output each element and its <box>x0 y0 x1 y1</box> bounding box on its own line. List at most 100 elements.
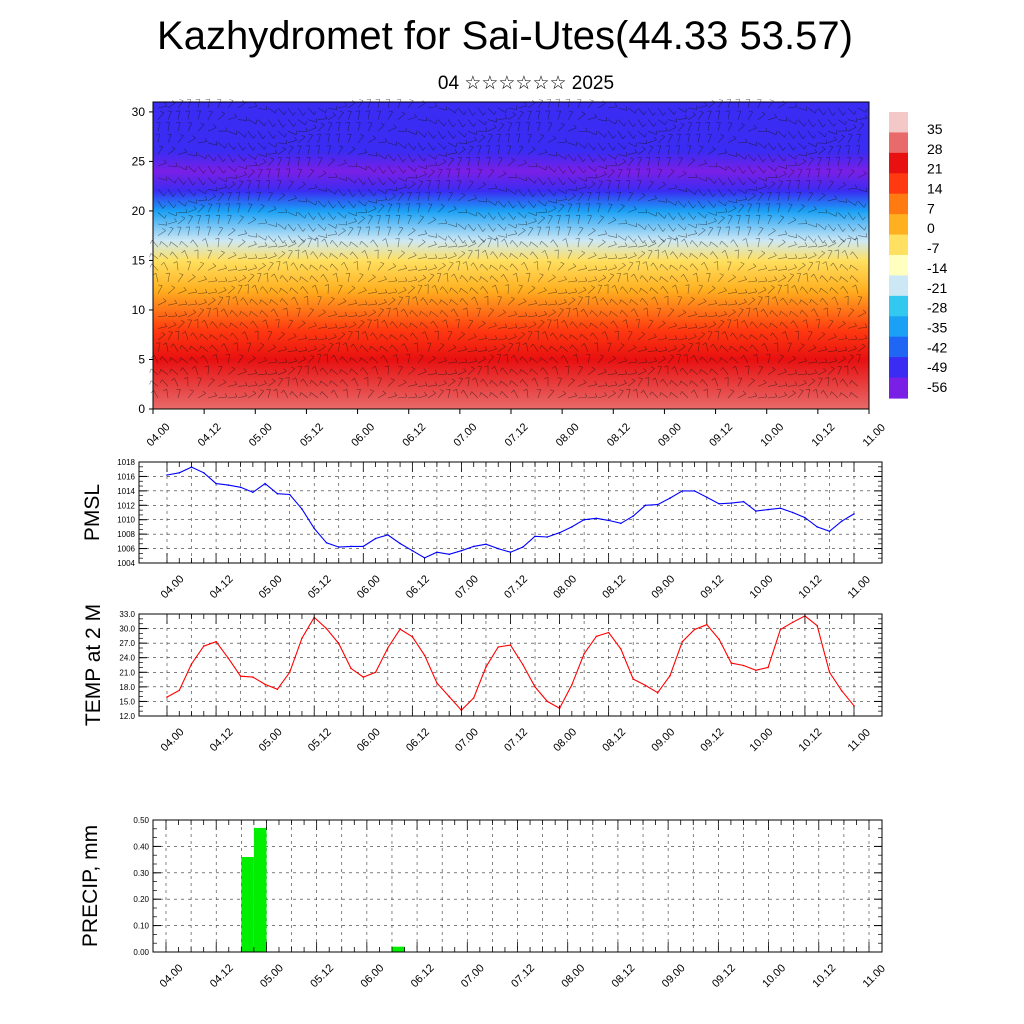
pmsl-x-tick-label: 04.12 <box>208 573 236 601</box>
x-tick-label: 10.00 <box>758 421 786 449</box>
x-tick-label: 08.12 <box>605 421 633 449</box>
pmsl-point <box>546 536 549 538</box>
page-title: Kazhydromet for Sai-Utes(44.33 53.57) <box>157 14 853 58</box>
pmsl-x-tick-label: 08.00 <box>551 573 579 601</box>
colorbar-swatch <box>889 214 908 236</box>
temp-y-tick-label: 15.0 <box>119 697 135 706</box>
pmsl-y-tick-label: 1012 <box>117 501 135 510</box>
pmsl-point <box>436 551 438 553</box>
x-tick-label: 11.00 <box>861 422 888 449</box>
pmsl-point <box>362 545 365 548</box>
pmsl-y-tick-label: 1014 <box>117 487 135 496</box>
pmsl-x-tick-label: 04.00 <box>159 573 187 601</box>
precip-y-tick-label: 0.00 <box>133 948 149 957</box>
colorbar-label: 14 <box>927 180 943 196</box>
precip-bar <box>392 946 405 952</box>
pmsl-point <box>534 535 536 538</box>
pmsl-point <box>460 549 463 552</box>
page-subtitle: 04 ☆☆☆☆☆☆ 2025 <box>437 73 615 94</box>
pmsl-point <box>215 482 217 485</box>
colorbar-swatch <box>889 193 908 215</box>
colorbar-swatch <box>889 255 908 277</box>
temp-point <box>485 666 487 668</box>
temp-point <box>534 686 536 688</box>
colorbar-swatch <box>889 377 908 399</box>
temp-x-tick-label: 11.00 <box>846 727 873 754</box>
colorbar-swatch <box>889 152 908 174</box>
precip-x-tick-label: 07.00 <box>459 962 487 990</box>
temp-point <box>706 623 708 626</box>
precip-y-axis-label: PRECIP, mm <box>79 825 102 947</box>
temp-point <box>178 689 181 692</box>
precip-x-tick-label: 08.12 <box>610 962 638 990</box>
colorbar-label: 35 <box>927 121 943 137</box>
cross-section-panel: 0 5 10 15 20 25 30 04.00 04.12 05.00 05.12 06.00 06.… <box>132 98 888 449</box>
temp-x-tick-label: 10.12 <box>797 726 825 754</box>
temp-point <box>816 624 818 627</box>
precip-x-tick-label: 06.12 <box>409 962 437 990</box>
pmsl-point <box>804 516 806 519</box>
pmsl-point <box>522 546 524 548</box>
pmsl-point <box>411 549 414 552</box>
temp-point <box>840 689 843 692</box>
pmsl-point <box>755 510 757 512</box>
pmsl-point <box>276 492 279 495</box>
pmsl-point <box>301 508 303 510</box>
temp-point <box>681 640 684 643</box>
temp-point <box>374 671 377 674</box>
pmsl-point <box>399 542 401 545</box>
temp-point <box>288 671 291 674</box>
temp-x-tick-label: 08.12 <box>600 726 628 754</box>
colorbar-swatch <box>889 275 908 297</box>
precip-x-tick-label: 09.12 <box>710 962 738 990</box>
temp-grid <box>139 614 882 716</box>
precip-grid <box>153 820 882 952</box>
temp-point <box>239 675 242 677</box>
temp-point <box>791 621 794 624</box>
temp-x-tick-label: 04.00 <box>159 726 187 754</box>
pmsl-point <box>816 526 818 528</box>
y-tick-label: 25 <box>132 154 146 168</box>
temp-y-tick-label: 27.0 <box>119 639 135 648</box>
pmsl-x-tick-label: 08.12 <box>600 573 628 601</box>
pmsl-x-tick-label: 07.12 <box>502 573 530 601</box>
pmsl-point <box>791 511 794 514</box>
temp-point <box>718 638 720 641</box>
x-tick-label: 07.00 <box>451 421 479 449</box>
temp-point <box>276 688 279 691</box>
pmsl-point <box>166 474 168 476</box>
pmsl-point <box>509 551 512 553</box>
precip-x-tick-label: 05.00 <box>258 962 286 990</box>
temp-point <box>264 683 266 686</box>
precip-x-tick-label: 05.12 <box>308 962 336 990</box>
colorbar-swatch <box>889 295 908 317</box>
pmsl-point <box>350 545 352 548</box>
temp-y-tick-label: 21.0 <box>119 668 135 677</box>
temp-point <box>644 684 647 687</box>
x-tick-label: 05.00 <box>247 421 275 449</box>
temp-point <box>742 664 745 667</box>
pmsl-point <box>718 503 720 505</box>
temp-point <box>607 631 610 634</box>
pmsl-point <box>264 482 266 485</box>
y-tick-label: 15 <box>132 253 146 267</box>
pmsl-point <box>730 502 733 504</box>
temp-point <box>509 644 512 646</box>
temp-point <box>620 648 622 650</box>
pmsl-point <box>632 515 634 517</box>
pmsl-point <box>656 503 659 506</box>
temp-point <box>730 662 733 664</box>
precip-x-tick-label: 10.00 <box>760 962 788 990</box>
colorbar-label: -42 <box>927 339 947 355</box>
colorbar-label: -56 <box>927 379 947 395</box>
colorbar-label: -7 <box>927 240 940 256</box>
y-tick-label: 0 <box>138 402 145 416</box>
pmsl-point <box>840 520 843 522</box>
pmsl-point <box>252 491 254 494</box>
pmsl-point <box>779 507 782 510</box>
precip-y-tick-label: 0.40 <box>133 842 149 851</box>
temp-y-tick-label: 30.0 <box>119 625 135 634</box>
x-tick-label: 05.12 <box>298 421 326 449</box>
x-tick-label: 09.00 <box>656 421 684 449</box>
precip-bar <box>253 827 267 952</box>
